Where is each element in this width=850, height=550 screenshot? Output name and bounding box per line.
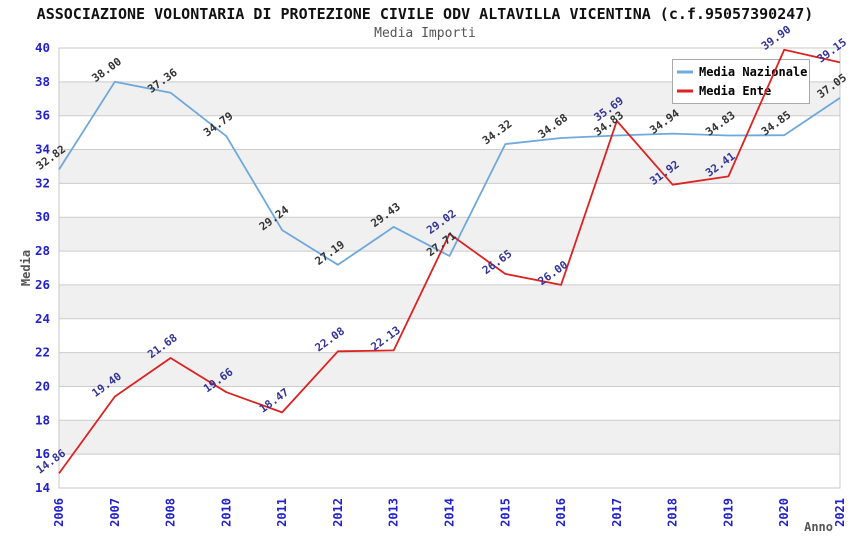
y-tick-label: 34 — [35, 142, 50, 157]
chart-title: ASSOCIAZIONE VOLONTARIA DI PROTEZIONE CI… — [36, 5, 814, 23]
x-tick-label: 2020 — [777, 498, 791, 527]
y-tick-label: 22 — [35, 345, 50, 360]
x-tick-label: 2015 — [498, 498, 512, 527]
y-tick-label: 24 — [35, 311, 50, 326]
y-tick-label: 32 — [35, 175, 50, 190]
x-tick-label: 2017 — [610, 498, 624, 527]
legend-label-media-nazionale: Media Nazionale — [699, 65, 807, 79]
x-tick-label: 2008 — [164, 498, 178, 527]
x-tick-label: 2014 — [443, 498, 457, 527]
x-tick-label: 2007 — [108, 498, 122, 527]
x-tick-label: 2016 — [554, 498, 568, 527]
y-tick-label: 20 — [35, 378, 50, 393]
legend-box — [672, 59, 810, 104]
plot-band — [59, 183, 840, 218]
x-axis-title: Anno — [804, 520, 833, 534]
x-tick-label: 2010 — [219, 498, 233, 527]
plot-frame — [58, 47, 841, 489]
chart-subtitle: Media Importi — [374, 26, 476, 41]
y-tick-label: 14 — [35, 480, 50, 495]
y-tick-label: 18 — [35, 412, 50, 427]
x-tick-label: 2021 — [833, 498, 847, 527]
y-tick-label: 26 — [35, 277, 50, 292]
y-tick-label: 36 — [35, 108, 50, 123]
x-tick-label: 2011 — [275, 498, 289, 527]
x-tick-label: 2019 — [721, 498, 735, 527]
plot-band — [59, 284, 840, 319]
series-line-media-ente — [58, 48, 841, 474]
series-line-media-nazionale — [58, 80, 841, 266]
plot-band — [59, 386, 840, 421]
plot-band — [59, 115, 840, 150]
x-tick-label: 2012 — [331, 498, 345, 527]
y-tick-label: 40 — [35, 40, 50, 55]
plot-band — [59, 352, 840, 387]
y-tick-label: 16 — [35, 446, 50, 461]
y-axis-title: Media — [19, 250, 33, 286]
x-tick-label: 2006 — [52, 498, 66, 527]
x-tick-label: 2018 — [666, 498, 680, 527]
y-tick-label: 38 — [35, 74, 50, 89]
plot-band — [59, 318, 840, 353]
x-tick-label: 2013 — [387, 498, 401, 527]
plot-band — [59, 149, 840, 184]
y-tick-label: 28 — [35, 243, 50, 258]
plot-band — [59, 420, 840, 455]
y-tick-label: 30 — [35, 209, 50, 224]
plot-band — [59, 454, 840, 488]
legend-label-media-ente: Media Ente — [699, 84, 771, 98]
